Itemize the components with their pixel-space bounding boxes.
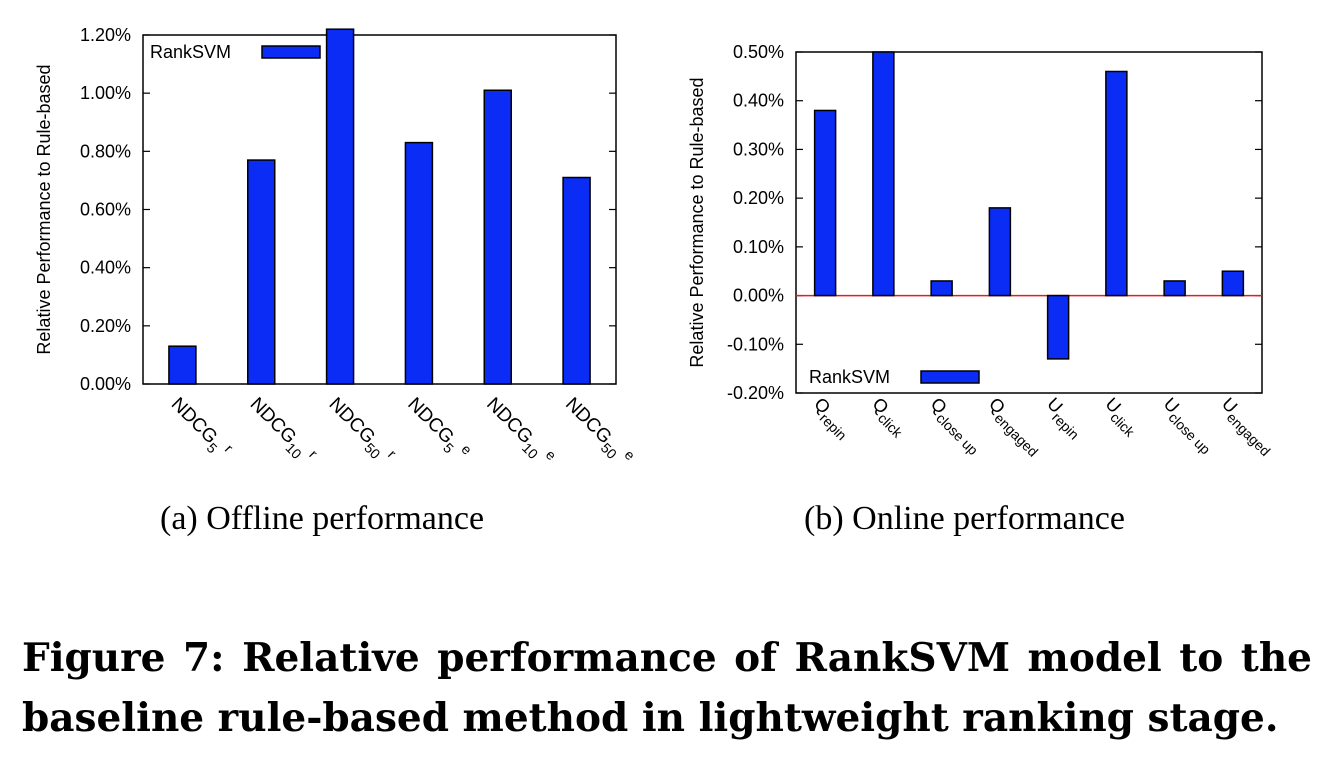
x-tick-label-sup: r (306, 446, 321, 461)
bar (404, 141, 434, 385)
x-tick-label: Uclose up (1156, 394, 1220, 458)
x-tick-label-base: NDCG (482, 394, 536, 448)
bar (168, 345, 197, 385)
bar (930, 280, 953, 297)
y-tick-label: 0.40% (80, 258, 131, 278)
chart-online: -0.20% -0.10% 0.00% 0.10% 0.20% 0.30% 0.40% 0.5… (687, 42, 1280, 460)
y-tick-label: 0.10% (733, 237, 784, 257)
y-tick-label: 0.60% (80, 200, 131, 220)
x-tick-label-sub: repin (817, 410, 850, 443)
legend-swatch (920, 370, 980, 384)
x-tick-label: Qclick (865, 394, 913, 442)
y-tick-label: -0.20% (727, 383, 784, 403)
subcaption-b: (b) Online performance (804, 500, 1125, 537)
y-axis-label: Relative Performance to Rule-based (687, 77, 707, 367)
x-tick-label-sub: engaged (991, 410, 1041, 460)
y-tick-label: 0.00% (80, 374, 131, 394)
x-tick-label: NDCG10e (479, 392, 559, 472)
bar (1221, 270, 1245, 297)
x-tick-label-base: NDCG (403, 394, 457, 448)
x-tick-label: Uclick (1098, 394, 1145, 441)
x-tick-label: Qengaged (982, 394, 1048, 460)
y-tick-label: 1.20% (80, 25, 131, 45)
legend-label: RankSVM (150, 42, 231, 62)
bar (1046, 294, 1070, 360)
x-tick-label-sup: e (622, 446, 639, 463)
x-tick-label-sup: e (543, 446, 560, 463)
bar (813, 109, 837, 297)
x-tick-label-sup: e (458, 441, 475, 458)
y-tick-label: 0.20% (80, 316, 131, 336)
plot-frame (795, 51, 1263, 394)
bar (1163, 280, 1186, 297)
x-tick-label: NDCG5r (164, 392, 237, 465)
subcaption-a: (a) Offline performance (160, 500, 485, 537)
x-tick-label-sub: close up (933, 410, 981, 458)
x-tick-label: Qclose up (923, 394, 988, 459)
x-tick-label: NDCG50r (322, 392, 400, 470)
x-tick-label-sub: repin (1049, 409, 1082, 442)
x-tick-label-base: NDCG (246, 394, 300, 448)
bar (1105, 70, 1128, 297)
legend-swatch (261, 45, 321, 59)
figure-caption-line-2: baseline rule-based method in lightweigh… (22, 695, 1279, 741)
y-tick-label: 1.00% (80, 83, 131, 103)
bar (325, 28, 355, 385)
bar (562, 176, 591, 385)
y-tick-label: -0.10% (727, 334, 784, 354)
y-tick-label: 0.80% (80, 141, 131, 161)
x-tick-label-base: NDCG (561, 394, 615, 448)
x-tick-label: NDCG10r (243, 392, 321, 470)
x-tick-label: Qrepin (807, 394, 857, 444)
y-tick-label: 0.20% (733, 188, 784, 208)
x-tick-label-sup: r (222, 441, 237, 456)
x-tick-label: Uengaged (1215, 394, 1280, 459)
x-tick-label-base: NDCG (325, 394, 379, 448)
x-tick-label: Urepin (1040, 394, 1089, 443)
y-tick-label: 0.50% (733, 42, 784, 62)
x-tick-label: NDCG5e (401, 392, 476, 467)
bar (247, 159, 276, 385)
legend-label: RankSVM (809, 367, 890, 387)
x-tick-label-sup: r (385, 446, 400, 461)
figure-caption: Figure 7: Relative performance of RankSV… (22, 628, 1312, 748)
x-tick-label-sub: close up (1165, 409, 1213, 457)
bar (483, 89, 512, 385)
bar (988, 207, 1012, 297)
y-tick-label: 0.40% (733, 91, 784, 111)
y-tick-label: 0.00% (733, 286, 784, 306)
chart-offline: 0.00% 0.20% 0.40% 0.60% 0.80% 1.00% 1.20% Relat… (34, 25, 638, 472)
x-tick-label-sub: engaged (1224, 409, 1274, 459)
y-tick-label: 0.30% (733, 139, 784, 159)
plot-frame (142, 34, 617, 385)
y-axis-label: Relative Performance to Rule-based (34, 64, 54, 354)
x-tick-label: NDCG50e (558, 392, 638, 472)
bar (872, 51, 895, 297)
figure-caption-line-1: Figure 7: Relative performance of RankSV… (22, 635, 1312, 681)
x-tick-label-base: NDCG (167, 394, 221, 448)
